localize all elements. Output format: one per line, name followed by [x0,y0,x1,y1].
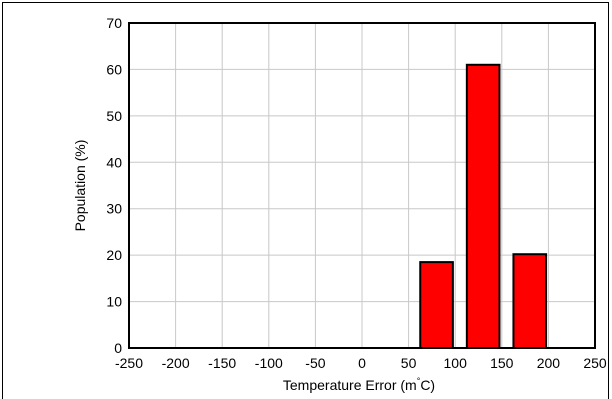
x-axis-label-degree: ° [417,376,421,386]
y-tick-label: 0 [114,340,122,356]
x-axis-label-text: Temperature Error (m [283,377,417,393]
x-tick-label: 200 [537,355,561,371]
x-axis-ticks: -250 -200 -150 -100 -50 0 50 100 150 200 250 [115,355,607,371]
plot-area-border [128,22,596,349]
x-tick-label: -50 [305,355,325,371]
y-tick-label: 40 [106,154,122,170]
y-tick-label: 50 [106,108,122,124]
x-tick-label: -200 [162,355,190,371]
x-tick-label: -250 [115,355,143,371]
x-axis-label-unit: C) [420,377,435,393]
y-tick-label: 70 [106,15,122,31]
x-tick-label: -150 [208,355,236,371]
x-tick-label: 250 [583,355,607,371]
y-tick-label: 10 [106,294,122,310]
x-tick-label: 100 [444,355,468,371]
bar-2 [465,63,501,350]
x-tick-label: 50 [401,355,417,371]
y-axis-ticks: 0 10 20 30 40 50 60 70 [106,15,122,356]
y-axis-label: Population (%) [72,140,88,232]
bars [419,63,548,350]
y-tick-label: 30 [106,201,122,217]
x-axis-label: Temperature Error (m°C) [283,376,435,393]
bar-3 [512,253,548,349]
bar-1 [419,261,454,350]
y-tick-label: 60 [106,61,122,77]
x-tick-label: 0 [358,355,366,371]
y-tick-label: 20 [106,247,122,263]
x-tick-label: -100 [255,355,283,371]
x-tick-label: 150 [490,355,514,371]
